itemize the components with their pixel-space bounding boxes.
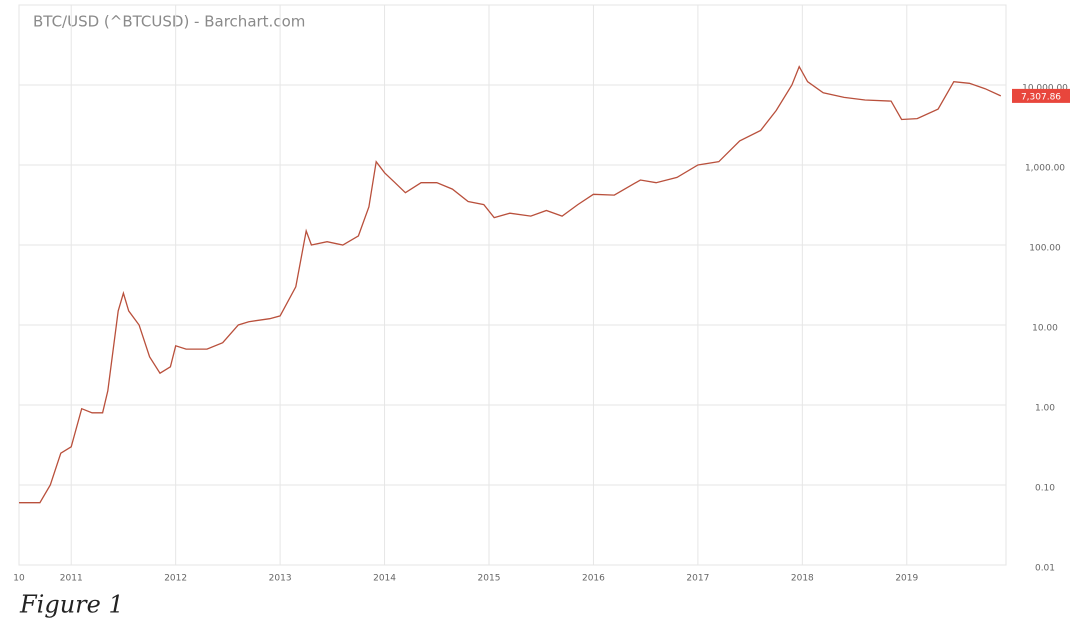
price-line <box>19 65 1002 504</box>
y-tick-label: 1,000.00 <box>1025 164 1065 174</box>
last-price-label: 7,307.86 <box>1021 92 1061 102</box>
y-tick-label: 10,000.00 <box>1022 84 1068 94</box>
y-tick-label: 10.00 <box>1032 324 1058 334</box>
x-tick-label: 2018 <box>791 574 814 584</box>
x-tick-label: 2019 <box>895 574 918 584</box>
x-tick-label: 2013 <box>269 574 292 584</box>
y-tick-label: 0.01 <box>1035 564 1055 574</box>
x-tick-label: 2016 <box>582 574 605 584</box>
y-tick-label: 1.00 <box>1035 404 1055 414</box>
x-tick-label: 2011 <box>60 574 83 584</box>
x-tick-label: 2017 <box>686 574 709 584</box>
y-tick-label: 100.00 <box>1029 244 1061 254</box>
chart-title: BTC/USD (^BTCUSD) - Barchart.com <box>33 13 305 31</box>
last-price-tag <box>1012 88 1070 103</box>
x-tick-label: 2012 <box>164 574 187 584</box>
plot-frame <box>18 4 1007 566</box>
caption: Figure 1 <box>19 591 124 619</box>
x-tick-label: 2014 <box>373 574 396 584</box>
x-tick-label: 10 <box>13 574 25 584</box>
y-tick-label: 0.10 <box>1035 484 1055 494</box>
x-tick-label: 2015 <box>478 574 501 584</box>
